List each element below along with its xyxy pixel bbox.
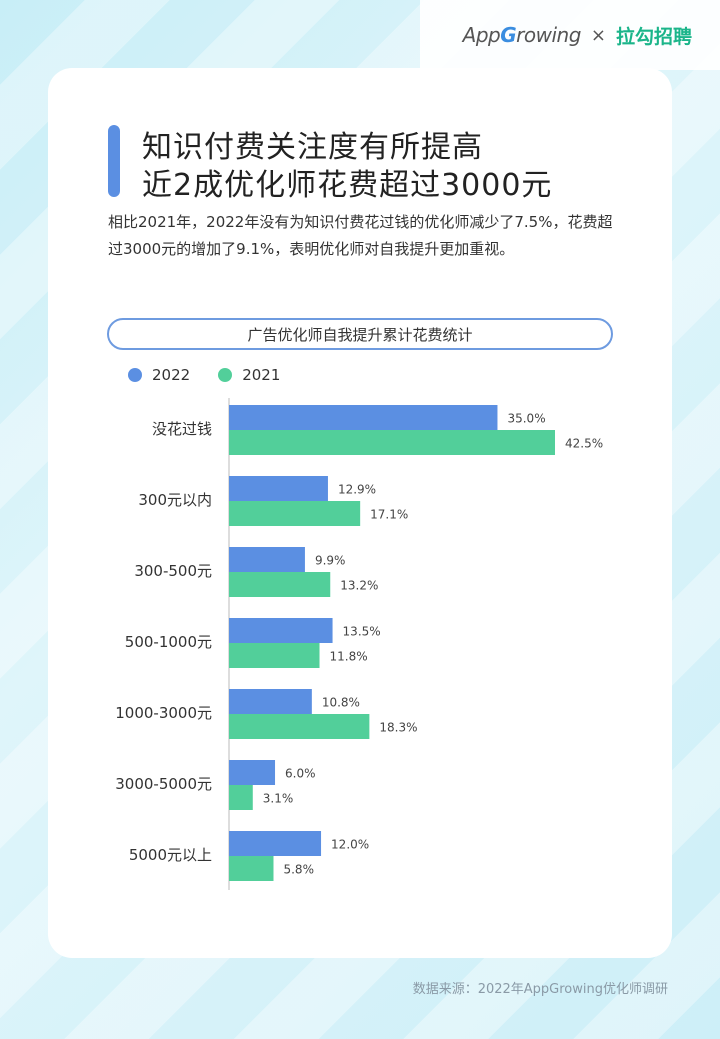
bar-2021 [229,785,253,810]
data-label-2022: 35.0% [507,412,545,426]
category-label: 1000-3000元 [115,704,212,722]
legend-item-2022: 2022 [128,366,190,384]
bar-2022 [229,547,305,572]
logo-separator: × [590,24,606,46]
data-label-2021: 17.1% [370,508,408,522]
legend-label-2021: 2021 [242,366,281,384]
bar-2022 [229,689,312,714]
chart-title: 广告优化师自我提升累计花费统计 [107,318,613,350]
data-label-2022: 12.9% [338,483,376,497]
category-label: 300元以内 [138,491,212,509]
appgrowing-logo: AppGrowing [462,23,582,47]
data-label-2022: 12.0% [331,838,369,852]
page-title-line-1: 知识付费关注度有所提高 [142,130,483,165]
legend-label-2022: 2022 [152,366,191,384]
legend-dot-2022 [128,368,142,382]
description-text: 相比2021年，2022年没有为知识付费花过钱的优化师减少了7.5%，花费超过3… [108,213,613,258]
bar-2022 [229,476,328,501]
bar-2021 [229,714,370,739]
title-accent-bar [108,125,120,197]
data-source: 数据来源：2022年AppGrowing优化师调研 [412,982,668,997]
data-label-2021: 11.8% [330,650,368,664]
data-label-2022: 13.5% [343,625,381,639]
bar-2021 [229,430,555,455]
bar-2021 [229,572,331,597]
data-label-2021: 13.2% [340,579,378,593]
bar-2022 [229,831,322,856]
lagou-logo: 拉勾招聘 [615,25,692,48]
data-label-2022: 9.9% [315,554,346,568]
data-label-2022: 10.8% [322,696,360,710]
category-label: 没花过钱 [152,420,212,438]
data-label-2021: 42.5% [565,437,603,451]
data-label-2022: 6.0% [285,767,316,781]
category-label: 500-1000元 [125,633,212,651]
bar-2022 [229,618,333,643]
legend-item-2021: 2021 [218,366,280,384]
bar-2022 [229,405,498,430]
category-label: 3000-5000元 [115,775,212,793]
category-label: 5000元以上 [129,846,212,864]
data-label-2021: 3.1% [263,792,294,806]
brand-header: AppGrowing × 拉勾招聘 [420,0,720,70]
data-label-2021: 5.8% [283,863,314,877]
chart-legend: 2022 2021 [128,366,280,384]
bar-2022 [229,760,276,785]
bar-2021 [229,856,274,881]
bar-2021 [229,501,361,526]
data-label-2021: 18.3% [379,721,417,735]
legend-dot-2021 [218,368,233,382]
category-label: 300-500元 [134,562,212,580]
page-title-line-2: 近2成优化师花费超过3000元 [142,168,553,203]
bar-2021 [229,643,320,668]
